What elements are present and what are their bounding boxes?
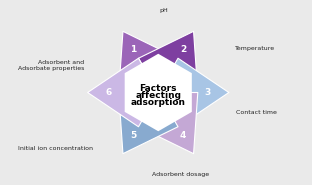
Text: adsorption: adsorption — [131, 98, 186, 107]
Text: 3: 3 — [205, 88, 211, 97]
Text: 6: 6 — [106, 88, 112, 97]
Text: Initial ion concentration: Initial ion concentration — [18, 147, 93, 152]
Text: 4: 4 — [180, 131, 186, 140]
Text: 5: 5 — [130, 131, 137, 140]
Text: Contact time: Contact time — [236, 110, 277, 115]
Text: Adsorbent and
Adsorbate properties: Adsorbent and Adsorbate properties — [18, 60, 84, 71]
Text: pH: pH — [159, 8, 168, 13]
Text: 2: 2 — [180, 45, 186, 54]
Text: Temperature: Temperature — [235, 46, 275, 51]
Text: Factors: Factors — [139, 84, 177, 93]
Polygon shape — [125, 54, 192, 131]
Text: Adsorbent dosage: Adsorbent dosage — [152, 172, 209, 177]
Text: 1: 1 — [130, 45, 137, 54]
Text: affecting: affecting — [135, 91, 181, 100]
